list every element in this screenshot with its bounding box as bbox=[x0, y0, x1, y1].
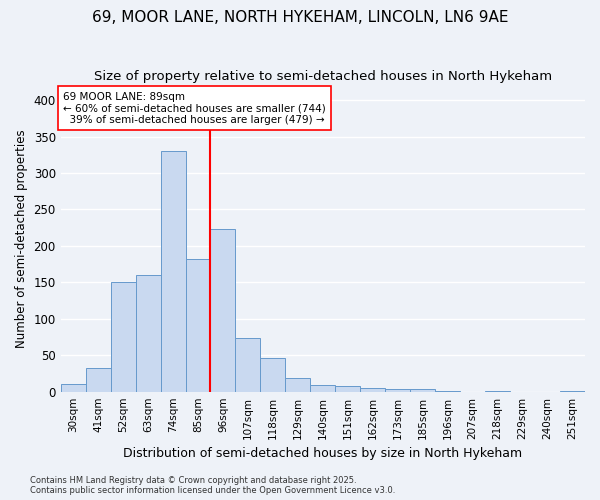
Bar bbox=[286, 378, 310, 392]
Bar bbox=[211, 229, 235, 392]
Bar bbox=[110, 282, 136, 392]
Bar bbox=[136, 275, 161, 392]
Y-axis label: Number of semi-detached properties: Number of semi-detached properties bbox=[15, 130, 28, 348]
Title: Size of property relative to semi-detached houses in North Hykeham: Size of property relative to semi-detach… bbox=[94, 70, 552, 83]
Text: 69, MOOR LANE, NORTH HYKEHAM, LINCOLN, LN6 9AE: 69, MOOR LANE, NORTH HYKEHAM, LINCOLN, L… bbox=[92, 10, 508, 25]
Bar bbox=[185, 259, 211, 392]
Bar bbox=[410, 389, 435, 392]
Bar bbox=[260, 358, 286, 392]
Bar bbox=[61, 384, 86, 392]
Text: Contains HM Land Registry data © Crown copyright and database right 2025.
Contai: Contains HM Land Registry data © Crown c… bbox=[30, 476, 395, 495]
Bar bbox=[360, 388, 385, 392]
Bar bbox=[161, 151, 185, 392]
Text: 69 MOOR LANE: 89sqm
← 60% of semi-detached houses are smaller (744)
  39% of sem: 69 MOOR LANE: 89sqm ← 60% of semi-detach… bbox=[63, 92, 326, 125]
X-axis label: Distribution of semi-detached houses by size in North Hykeham: Distribution of semi-detached houses by … bbox=[123, 447, 523, 460]
Bar bbox=[235, 338, 260, 392]
Bar bbox=[86, 368, 110, 392]
Bar bbox=[385, 390, 410, 392]
Bar bbox=[335, 386, 360, 392]
Bar bbox=[560, 391, 585, 392]
Bar bbox=[310, 385, 335, 392]
Bar bbox=[435, 391, 460, 392]
Bar bbox=[485, 391, 510, 392]
